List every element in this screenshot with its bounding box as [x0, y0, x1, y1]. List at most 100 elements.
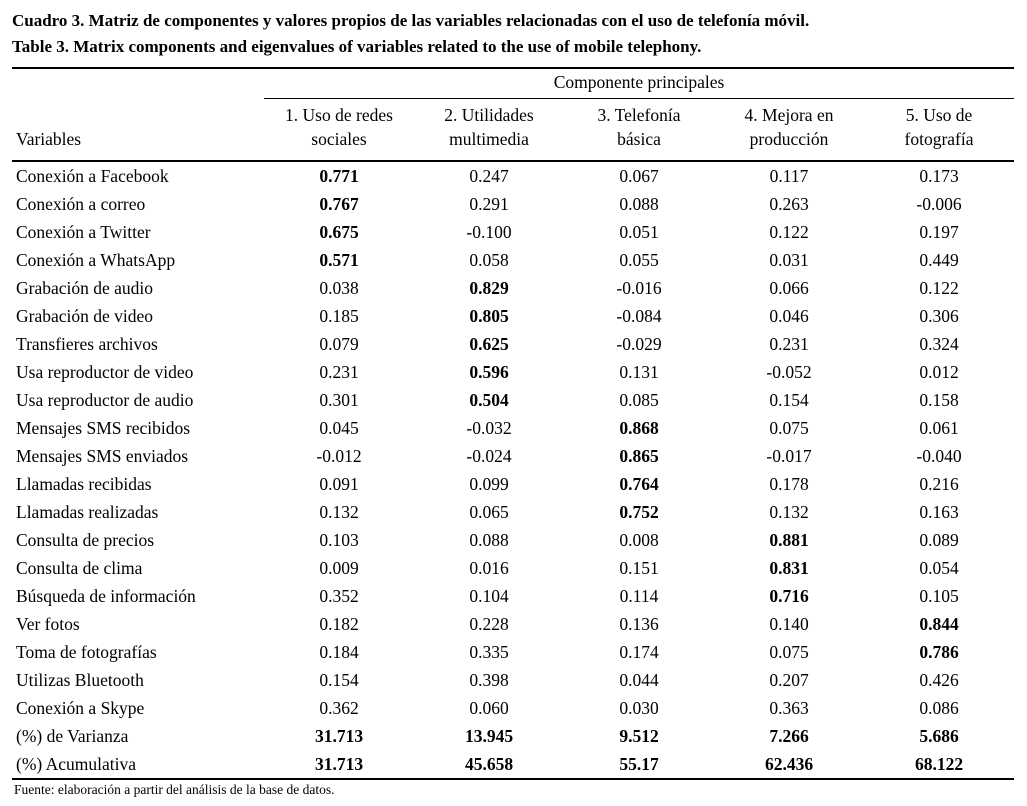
value-cell: 0.306	[919, 306, 959, 327]
value-cell: 0.136	[619, 614, 659, 635]
group-header-spacer	[12, 68, 264, 99]
value-cell: 31.713	[314, 726, 364, 747]
value-cell: 0.067	[619, 166, 659, 187]
table-row: (%) de Varianza 31.713 13.945 9.512 7.26…	[12, 722, 1014, 750]
table-row: Transfieres archivos 0.079 0.625 -0.029 …	[12, 330, 1014, 358]
value-cell: 0.016	[469, 558, 509, 579]
row-label: Conexión a Skype	[16, 698, 145, 719]
value-cell: 0.066	[769, 278, 809, 299]
group-header-label: Componente principales	[264, 68, 1015, 99]
table-row: Búsqueda de información 0.352 0.104 0.11…	[12, 582, 1014, 610]
value-cell: 0.449	[919, 250, 959, 271]
value-cell: 0.184	[319, 642, 359, 663]
row-label: Conexión a Twitter	[16, 222, 151, 243]
value-cell: 5.686	[919, 726, 959, 747]
table-row: Toma de fotografías 0.184 0.335 0.174 0.…	[12, 638, 1014, 666]
value-cell: 0.764	[619, 474, 659, 495]
value-cell: 0.352	[319, 586, 359, 607]
row-label: Transfieres archivos	[16, 334, 158, 355]
variables-column-header: Variables	[12, 98, 264, 163]
value-cell: -0.012	[316, 446, 362, 467]
value-cell: 0.786	[919, 642, 959, 663]
table-row: Llamadas recibidas 0.091 0.099 0.764 0.1…	[12, 470, 1014, 498]
value-cell: 0.132	[319, 502, 359, 523]
value-cell: 0.031	[769, 250, 809, 271]
column-header-5: 5. Uso de fotografía	[864, 98, 1015, 163]
table-header: Componente principales Variables 1. Uso …	[12, 68, 1015, 163]
value-cell: 0.132	[769, 502, 809, 523]
value-cell: 0.228	[469, 614, 509, 635]
value-cell: 0.716	[769, 586, 809, 607]
value-cell: 0.216	[919, 474, 959, 495]
value-cell: -0.029	[616, 334, 662, 355]
value-cell: 0.154	[319, 670, 359, 691]
row-label: Consulta de clima	[16, 558, 143, 579]
value-cell: 0.122	[769, 222, 809, 243]
value-cell: 0.140	[769, 614, 809, 635]
row-label: Conexión a Facebook	[16, 166, 169, 187]
table-row: Grabación de video 0.185 0.805 -0.084 0.…	[12, 302, 1014, 330]
row-label: Toma de fotografías	[16, 642, 157, 663]
value-cell: 0.182	[319, 614, 359, 635]
value-cell: 0.086	[919, 698, 959, 719]
value-cell: 0.247	[469, 166, 509, 187]
value-cell: 0.865	[619, 446, 659, 467]
value-cell: 0.324	[919, 334, 959, 355]
value-cell: -0.084	[616, 306, 662, 327]
value-cell: 0.868	[619, 418, 659, 439]
table-row: Utilizas Bluetooth 0.154 0.398 0.044 0.2…	[12, 666, 1014, 694]
value-cell: 0.088	[469, 530, 509, 551]
value-cell: 0.231	[319, 362, 359, 383]
value-cell: 9.512	[619, 726, 659, 747]
column-header-2: 2. Utilidades multimedia	[414, 98, 564, 163]
value-cell: 0.104	[469, 586, 509, 607]
value-cell: 0.178	[769, 474, 809, 495]
value-cell: 0.058	[469, 250, 509, 271]
value-cell: 0.045	[319, 418, 359, 439]
value-cell: 55.17	[619, 754, 659, 775]
value-cell: 0.771	[319, 166, 359, 187]
value-cell: 0.075	[769, 418, 809, 439]
row-label: Ver fotos	[16, 614, 80, 635]
table-row: Mensajes SMS enviados -0.012 -0.024 0.86…	[12, 442, 1014, 470]
value-cell: 0.207	[769, 670, 809, 691]
value-cell: 45.658	[464, 754, 514, 775]
value-cell: 0.051	[619, 222, 659, 243]
row-label: Consulta de precios	[16, 530, 155, 551]
table-row: Consulta de precios 0.103 0.088 0.008 0.…	[12, 526, 1014, 554]
value-cell: 0.103	[319, 530, 359, 551]
row-label: Llamadas recibidas	[16, 474, 152, 495]
column-header-4: 4. Mejora en producción	[714, 98, 864, 163]
value-cell: 0.291	[469, 194, 509, 215]
row-label: (%) de Varianza	[16, 726, 129, 747]
table-row: Ver fotos 0.182 0.228 0.136 0.140 0.844	[12, 610, 1014, 638]
value-cell: 0.197	[919, 222, 959, 243]
value-cell: -0.017	[766, 446, 812, 467]
table-body: Conexión a Facebook 0.771 0.247 0.067 0.…	[12, 161, 1014, 779]
table-row: Conexión a Facebook 0.771 0.247 0.067 0.…	[12, 161, 1014, 190]
value-cell: 0.065	[469, 502, 509, 523]
value-cell: 0.363	[769, 698, 809, 719]
value-cell: 0.185	[319, 306, 359, 327]
value-cell: 0.055	[619, 250, 659, 271]
value-cell: 0.131	[619, 362, 659, 383]
table-row: Mensajes SMS recibidos 0.045 -0.032 0.86…	[12, 414, 1014, 442]
table-caption: Cuadro 3. Matriz de componentes y valore…	[12, 8, 1015, 59]
table-row: Usa reproductor de video 0.231 0.596 0.1…	[12, 358, 1014, 386]
row-label: Grabación de audio	[16, 278, 154, 299]
value-cell: 0.151	[619, 558, 659, 579]
value-cell: 0.831	[769, 558, 809, 579]
value-cell: 0.752	[619, 502, 659, 523]
value-cell: 0.625	[469, 334, 509, 355]
value-cell: 0.426	[919, 670, 959, 691]
value-cell: -0.052	[766, 362, 812, 383]
column-header-3: 3. Telefonía básica	[564, 98, 714, 163]
value-cell: 0.061	[919, 418, 959, 439]
table-row: Consulta de clima 0.009 0.016 0.151 0.83…	[12, 554, 1014, 582]
table-row: Conexión a Skype 0.362 0.060 0.030 0.363…	[12, 694, 1014, 722]
value-cell: 0.173	[919, 166, 959, 187]
row-label: (%) Acumulativa	[16, 754, 137, 775]
row-label: Conexión a WhatsApp	[16, 250, 176, 271]
value-cell: 0.174	[619, 642, 659, 663]
value-cell: 0.154	[769, 390, 809, 411]
